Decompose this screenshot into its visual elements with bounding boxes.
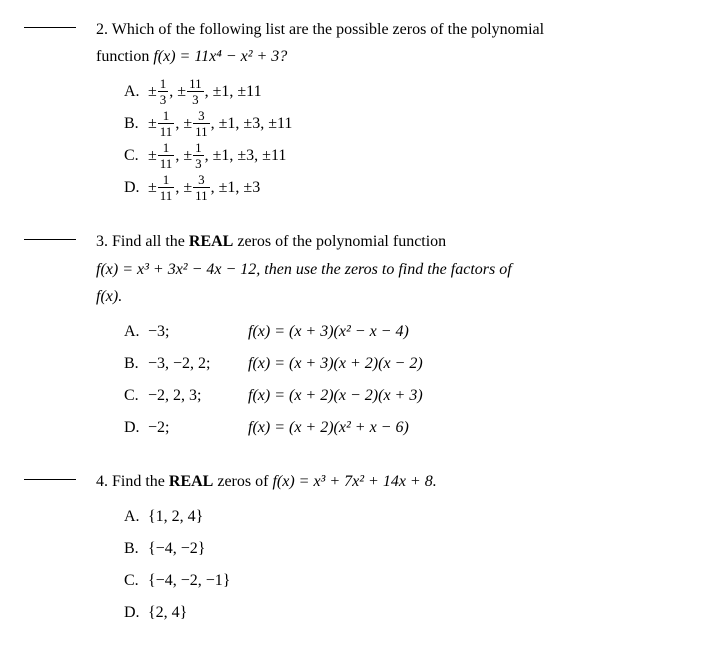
option-label: C. (124, 380, 148, 412)
option-list: A. ±13, ±113, ±1, ±11 B. ±111, ±311, ±1,… (96, 76, 696, 204)
option-set: {1, 2, 4} (148, 501, 203, 533)
prompt-bold: REAL (189, 233, 233, 250)
question-prompt: 3. Find all the REAL zeros of the polyno… (96, 228, 696, 310)
option-set: {2, 4} (148, 597, 187, 629)
question-4: 4. Find the REAL zeros of f(x) = x³ + 7x… (24, 468, 696, 629)
option-expr: ±13, ±113, ±1, ±11 (148, 76, 262, 108)
option-label: D. (124, 597, 148, 629)
option-b: B. −3, −2, 2; f(x) = (x + 3)(x + 2)(x − … (124, 348, 696, 380)
option-b: B. ±111, ±311, ±1, ±3, ±11 (124, 108, 696, 140)
option-label: C. (124, 140, 148, 172)
option-label: B. (124, 533, 148, 565)
question-content: 4. Find the REAL zeros of f(x) = x³ + 7x… (96, 468, 696, 629)
option-c: C. −2, 2, 3; f(x) = (x + 2)(x − 2)(x + 3… (124, 380, 696, 412)
option-factored: f(x) = (x + 3)(x² − x − 4) (248, 316, 409, 348)
prompt-bold: REAL (169, 473, 213, 490)
question-content: 3. Find all the REAL zeros of the polyno… (96, 228, 696, 444)
option-c: C. ±111, ±13, ±1, ±3, ±11 (124, 140, 696, 172)
question-2: 2. Which of the following list are the p… (24, 16, 696, 204)
option-factored: f(x) = (x + 3)(x + 2)(x − 2) (248, 348, 423, 380)
function-expr: f(x) = 11x⁴ − x² + 3? (153, 48, 287, 65)
option-zeros: −3, −2, 2; (148, 348, 248, 380)
prompt-text: function (96, 48, 153, 65)
option-a: A. ±13, ±113, ±1, ±11 (124, 76, 696, 108)
option-label: C. (124, 565, 148, 597)
prompt-text: Which of the following list are the poss… (112, 21, 544, 38)
option-label: A. (124, 501, 148, 533)
option-label: A. (124, 76, 148, 108)
option-c: C. {−4, −2, −1} (124, 565, 696, 597)
option-factored: f(x) = (x + 2)(x² + x − 6) (248, 412, 409, 444)
option-a: A. −3; f(x) = (x + 3)(x² − x − 4) (124, 316, 696, 348)
option-d: D. ±111, ±311, ±1, ±3 (124, 172, 696, 204)
prompt-text: Find the (112, 473, 169, 490)
option-d: D. {2, 4} (124, 597, 696, 629)
option-b: B. {−4, −2} (124, 533, 696, 565)
option-d: D. −2; f(x) = (x + 2)(x² + x − 6) (124, 412, 696, 444)
function-expr: f(x) = x³ + 3x² − 4x − 12, then use the … (96, 261, 512, 278)
prompt-text: Find all the (112, 233, 189, 250)
question-3: 3. Find all the REAL zeros of the polyno… (24, 228, 696, 444)
function-expr: f(x). (96, 288, 122, 305)
option-label: B. (124, 108, 148, 140)
option-list: A. −3; f(x) = (x + 3)(x² − x − 4) B. −3,… (96, 316, 696, 444)
option-factored: f(x) = (x + 2)(x − 2)(x + 3) (248, 380, 423, 412)
option-label: D. (124, 412, 148, 444)
option-expr: ±111, ±311, ±1, ±3 (148, 172, 260, 204)
answer-blank (24, 27, 76, 28)
option-label: A. (124, 316, 148, 348)
option-zeros: −2; (148, 412, 248, 444)
option-expr: ±111, ±311, ±1, ±3, ±11 (148, 108, 292, 140)
question-number: 2. (96, 21, 108, 38)
option-set: {−4, −2} (148, 533, 205, 565)
option-label: D. (124, 172, 148, 204)
question-content: 2. Which of the following list are the p… (96, 16, 696, 204)
answer-blank (24, 479, 76, 480)
option-set: {−4, −2, −1} (148, 565, 230, 597)
option-zeros: −3; (148, 316, 248, 348)
option-zeros: −2, 2, 3; (148, 380, 248, 412)
option-expr: ±111, ±13, ±1, ±3, ±11 (148, 140, 286, 172)
answer-blank (24, 239, 76, 240)
question-prompt: 2. Which of the following list are the p… (96, 16, 696, 70)
question-prompt: 4. Find the REAL zeros of f(x) = x³ + 7x… (96, 468, 696, 495)
option-a: A. {1, 2, 4} (124, 501, 696, 533)
question-number: 3. (96, 233, 108, 250)
option-list: A. {1, 2, 4} B. {−4, −2} C. {−4, −2, −1}… (96, 501, 696, 629)
option-label: B. (124, 348, 148, 380)
question-number: 4. (96, 473, 108, 490)
prompt-text: zeros of (213, 473, 272, 490)
prompt-text: zeros of the polynomial function (233, 233, 446, 250)
function-expr: f(x) = x³ + 7x² + 14x + 8. (272, 473, 436, 490)
